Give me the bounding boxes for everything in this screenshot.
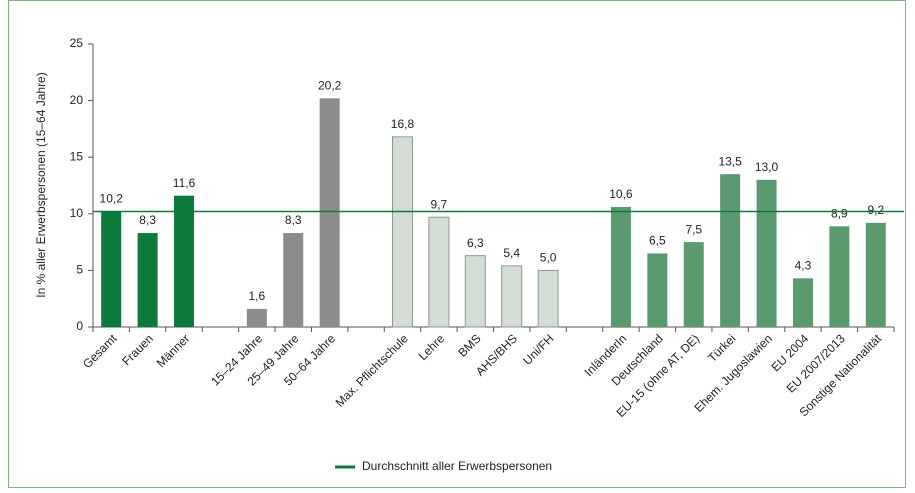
y-tick-label: 10: [70, 206, 84, 220]
value-label: 6,3: [467, 236, 484, 250]
x-tick-label: Lehre: [416, 331, 448, 363]
bar: [137, 233, 158, 327]
bar: [101, 211, 122, 327]
x-tick-label: Gesamt: [80, 331, 120, 371]
value-label: 10,6: [609, 187, 633, 201]
bar: [865, 222, 886, 327]
value-label: 13,5: [718, 154, 742, 168]
bar: [829, 226, 850, 327]
bar: [246, 308, 267, 327]
value-label: 10,2: [100, 192, 124, 206]
bar: [792, 278, 813, 327]
x-tick-label: Max. Pflichtschule: [333, 331, 412, 410]
value-label: 7,5: [685, 222, 702, 236]
bar: [428, 216, 450, 328]
value-label: 20,2: [318, 79, 342, 93]
bar: [537, 269, 559, 328]
value-label: 9,7: [431, 197, 448, 211]
bar: [501, 265, 523, 328]
y-axis-label: In % aller Erwerbspersonen (15–64 Jahre): [34, 72, 48, 297]
y-tick-label: 15: [70, 149, 84, 163]
value-label: 8,3: [139, 213, 156, 227]
x-tick-label: Türkei: [705, 331, 738, 364]
bar: [464, 255, 486, 328]
bar: [391, 136, 413, 328]
value-label: 5,0: [540, 251, 557, 265]
x-tick-label: BMS: [455, 331, 483, 359]
value-label: 9,2: [867, 203, 884, 217]
frame: [8, 0, 906, 488]
bar: [683, 242, 704, 327]
x-tick-label: Frauen: [119, 331, 156, 368]
bar: [610, 207, 631, 327]
value-label: 1,6: [248, 289, 265, 303]
bar: [720, 174, 741, 327]
bar: [283, 233, 304, 327]
y-tick-label: 25: [70, 36, 84, 50]
y-tick-label: 0: [76, 319, 83, 333]
value-label: 8,9: [831, 206, 848, 220]
x-tick-label: Uni/FH: [520, 331, 556, 367]
bar: [319, 98, 340, 327]
value-label: 4,3: [795, 258, 812, 272]
value-label: 11,6: [173, 176, 196, 190]
value-label: 6,5: [649, 234, 666, 248]
value-label: 13,0: [755, 160, 779, 174]
bar: [174, 195, 195, 327]
value-label: 16,8: [391, 117, 415, 131]
legend-label: Durchschnitt aller Erwerbspersonen: [362, 459, 552, 473]
y-tick-label: 20: [70, 93, 84, 107]
bar: [647, 253, 668, 327]
value-label: 5,4: [503, 246, 520, 260]
bar: [756, 179, 777, 327]
y-tick-label: 5: [76, 263, 83, 277]
x-tick-label: Männer: [154, 331, 193, 370]
value-label: 8,3: [285, 213, 302, 227]
